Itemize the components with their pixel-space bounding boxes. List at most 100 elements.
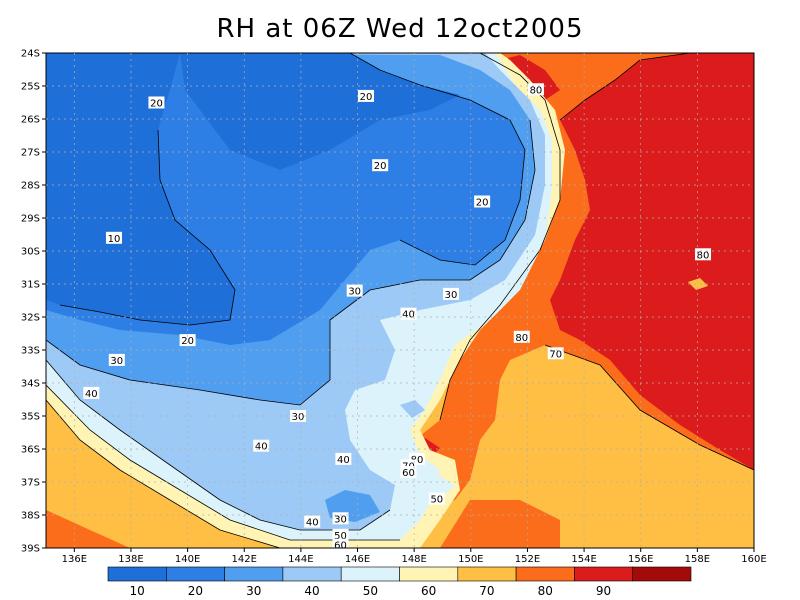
contour-label-bg (179, 334, 196, 347)
contour-label: 30 (445, 290, 458, 301)
colorbar-segment (224, 566, 284, 582)
contour-label-bg (346, 284, 363, 297)
lon-tick-label: 146E (345, 554, 370, 565)
lat-tick-label: 35S (21, 412, 40, 423)
lat-tick-label: 30S (21, 247, 40, 258)
colorbar-segment (632, 566, 692, 582)
contour-label-bg (358, 89, 375, 102)
chart-title: RH at 06Z Wed 12oct2005 (216, 14, 584, 44)
contour-label-bg (372, 159, 389, 172)
lat-tick-label: 28S (21, 181, 40, 192)
lat-tick-label: 39S (21, 544, 40, 555)
contour-label: 10 (108, 234, 121, 245)
lat-tick-label: 37S (21, 478, 40, 489)
contour-label: 30 (110, 356, 123, 367)
lon-tick-label: 142E (232, 554, 257, 565)
contour-label-bg (83, 386, 100, 399)
lon-tick-label: 136E (62, 554, 87, 565)
contour-label-bg (335, 452, 352, 465)
lon-tick-label: 154E (571, 554, 596, 565)
colorbar: 10 20 30 40 50 60 70 80 90 (107, 566, 692, 598)
contour-label: 60 (334, 541, 347, 552)
rh-40-island-small (400, 400, 425, 418)
contour-label-bg (304, 515, 321, 528)
rh-below-10-spot (115, 198, 130, 228)
rh-10-20-region-north (180, 53, 460, 170)
contour-label: 50 (430, 495, 443, 506)
colorbar-segment (399, 566, 459, 582)
contour-label-bg (148, 96, 165, 109)
contour-label-bg (332, 512, 349, 525)
colorbar-label: 10 (130, 584, 145, 598)
contour-label: 80 (515, 333, 528, 344)
lon-tick-label: 140E (175, 554, 200, 565)
contour-label-bg (108, 353, 125, 366)
contour-label-bg (474, 195, 491, 208)
contour-label: 60 (402, 468, 415, 479)
colorbar-segment (574, 566, 634, 582)
contour-label: 80 (697, 250, 710, 261)
lat-tick-label: 38S (21, 511, 40, 522)
lon-tick-label: 150E (458, 554, 483, 565)
contour-label: 70 (549, 349, 562, 360)
lon-tick-label: 152E (515, 554, 540, 565)
contour-label: 40 (337, 455, 350, 466)
lat-tick-label: 32S (21, 313, 40, 324)
contour-label-bg (332, 528, 349, 541)
colorbar-label: 70 (479, 584, 494, 598)
lat-tick-label: 34S (21, 379, 40, 390)
lon-tick-label: 144E (288, 554, 313, 565)
contour-label-bg (400, 466, 417, 479)
contour-label-bg (105, 231, 122, 244)
colorbar-label: 20 (188, 584, 203, 598)
contour-label-bg (695, 248, 712, 261)
contour-label-bg (513, 330, 530, 343)
rh-70-island-east (688, 278, 708, 290)
lon-tick-label: 138E (118, 554, 143, 565)
lat-tick-label: 27S (21, 148, 40, 159)
lat-tick-label: 36S (21, 445, 40, 456)
colorbar-segment (457, 566, 517, 582)
colorbar-segment (282, 566, 342, 582)
plot-frame (45, 52, 755, 549)
contour-label-bg (428, 492, 445, 505)
contour-label: 20 (374, 161, 387, 172)
contour-label: 30 (292, 412, 305, 423)
lat-tick-label: 26S (21, 115, 40, 126)
lon-tick-label: 148E (401, 554, 426, 565)
lon-tick-label: 160E (741, 554, 766, 565)
contour-label: 50 (334, 531, 347, 542)
colorbar-label: 80 (538, 584, 553, 598)
colorbar-label: 60 (421, 584, 436, 598)
contour-label: 40 (402, 310, 415, 321)
lon-tick-label: 156E (628, 554, 653, 565)
lat-tick-label: 25S (21, 82, 40, 93)
contour-label: 80 (530, 85, 543, 96)
contour-label: 30 (348, 287, 361, 298)
contour-label: 20 (150, 99, 163, 110)
lat-tick-label: 29S (21, 214, 40, 225)
contour-label: 80 (411, 455, 424, 466)
colorbar-label: 30 (246, 584, 261, 598)
colorbar-segment (515, 566, 575, 582)
contour-label: 30 (334, 514, 347, 525)
colorbar-label: 40 (304, 584, 319, 598)
rh-50-island-se (425, 476, 455, 494)
rh-80-90-region-sw (46, 510, 130, 548)
lat-tick-label: 33S (21, 346, 40, 357)
contour-label: 40 (85, 389, 98, 400)
contour-fills (46, 53, 754, 548)
latitude-axis: 24S 25S 26S 27S 28S 29S 30S 31S 32S 33S 34S 35S 36S 3… (21, 49, 46, 555)
rh-80-90-region-south (440, 500, 560, 548)
colorbar-label: 90 (596, 584, 611, 598)
gridlines (46, 53, 754, 548)
lat-tick-label: 31S (21, 280, 40, 291)
colorbar-segment (340, 566, 400, 582)
contour-label: 40 (255, 442, 268, 453)
longitude-axis: 136E 138E 140E 142E 144E 146E 148E 150E 152E 154E… (62, 548, 767, 565)
contour-label: 20 (360, 92, 373, 103)
lat-tick-label: 24S (21, 49, 40, 60)
contour-label-bg (442, 287, 459, 300)
colorbar-label: 50 (363, 584, 378, 598)
